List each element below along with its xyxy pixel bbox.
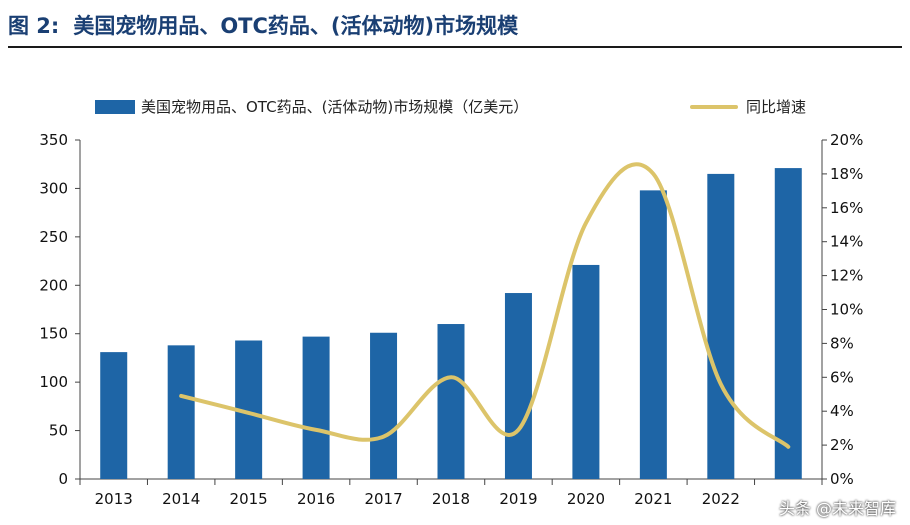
x-tick-label: 2013: [95, 490, 133, 508]
x-tick-label: 2017: [364, 490, 402, 508]
x-tick-label: 2022: [702, 490, 740, 508]
figure-title-bar: 图 2: 美国宠物用品、OTC药品、(活体动物)市场规模: [8, 6, 902, 48]
legend-bar-label: 美国宠物用品、OTC药品、(活体动物)市场规模（亿美元）: [141, 98, 529, 116]
legend-line-swatch: [690, 104, 738, 109]
legend-item-line: 同比增速: [690, 96, 806, 117]
x-tick-label: 2014: [162, 490, 200, 508]
y-left-tick-label: 50: [49, 422, 68, 440]
legend-item-bar: 美国宠物用品、OTC药品、(活体动物)市场规模（亿美元）: [95, 96, 528, 117]
bar: [707, 173, 735, 479]
y-left-tick-label: 250: [39, 228, 68, 246]
legend-line-label: 同比增速: [746, 98, 807, 116]
watermark: 头条 @未来智库: [778, 499, 896, 518]
x-tick-label: 2020: [567, 490, 605, 508]
bar: [504, 293, 532, 479]
y-left-tick-label: 0: [58, 470, 68, 488]
y-right-tick-label: 0%: [830, 470, 854, 488]
y-left-tick-label: 150: [39, 325, 68, 343]
growth-rate-line: [179, 162, 791, 449]
figure-title: 美国宠物用品、OTC药品、(活体动物)市场规模: [73, 14, 519, 38]
y-right-tick-label: 4%: [830, 402, 854, 420]
x-tick-label: 2018: [432, 490, 470, 508]
legend-bar-swatch: [95, 99, 135, 114]
y-right-tick-label: 6%: [830, 368, 854, 386]
x-tick-label: 2015: [230, 490, 268, 508]
bar: [302, 336, 330, 479]
y-right-tick-label: 10%: [830, 301, 863, 319]
bar: [572, 264, 600, 479]
x-tick-label: 2019: [499, 490, 537, 508]
y-right-tick-label: 12%: [830, 267, 863, 285]
y-right-tick-label: 20%: [830, 131, 863, 149]
y-left-tick-label: 100: [39, 373, 68, 391]
bar: [437, 324, 465, 479]
y-right-tick-label: 18%: [830, 165, 863, 183]
bar: [100, 352, 128, 479]
y-left-tick-label: 300: [39, 179, 68, 197]
figure-number: 图 2:: [8, 14, 60, 38]
y-right-tick-label: 14%: [830, 233, 863, 251]
y-right-tick-label: 16%: [830, 199, 863, 217]
bar: [370, 332, 398, 479]
y-left-tick-label: 200: [39, 276, 68, 294]
bar: [167, 345, 195, 479]
y-right-tick-label: 2%: [830, 436, 854, 454]
y-right-tick-label: 8%: [830, 334, 854, 352]
x-tick-label: 2021: [634, 490, 672, 508]
x-tick-label: 2016: [297, 490, 335, 508]
y-left-tick-label: 350: [39, 131, 68, 149]
bar: [774, 168, 802, 480]
bar: [639, 190, 667, 479]
